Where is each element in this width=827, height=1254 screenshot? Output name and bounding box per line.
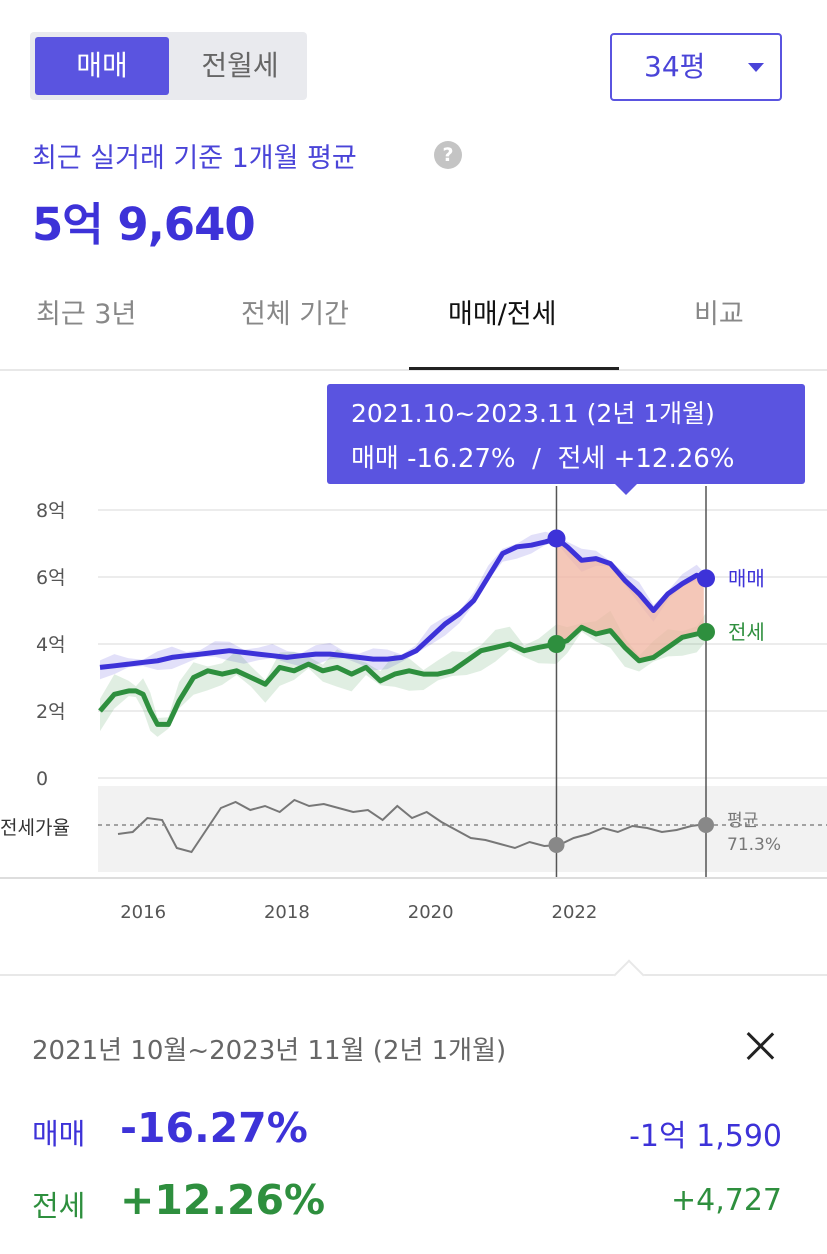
y-tick-label: 8억 (36, 500, 66, 522)
x-tick-label: 2022 (552, 902, 598, 923)
x-tick-label: 2018 (264, 902, 310, 923)
ratio-point-end (698, 817, 714, 833)
jeonse-price-line (98, 624, 707, 727)
tooltip-changes: 매매 -16.27% / 전세 +12.26% (351, 438, 735, 475)
range-point (697, 622, 715, 641)
average-price: 5억 9,640 (32, 198, 256, 251)
sale-price-line (99, 536, 707, 670)
tooltip-trade-change: -16.27% (407, 444, 516, 474)
range-point (547, 529, 566, 548)
ratio-average-label: 평균 (727, 811, 758, 831)
trade-option-sale[interactable]: 매매 (35, 37, 169, 95)
range-point (697, 569, 715, 588)
tooltip-arrow (615, 484, 637, 495)
close-icon[interactable] (742, 1028, 778, 1064)
average-caption: 최근 실거래 기준 1개월 평균 (32, 143, 357, 174)
y-tick-label: 2억 (36, 701, 66, 723)
trade-option-rent[interactable]: 전월세 (201, 49, 279, 82)
ratio-point-start (548, 837, 565, 853)
summary-jeonse-pct: +12.26% (120, 1176, 326, 1224)
help-icon[interactable]: ? (434, 141, 462, 169)
x-tick-label: 2020 (408, 902, 454, 923)
summary-divider (0, 974, 827, 976)
tooltip-period: 2021.10~2023.11 (2년 1개월) (351, 399, 715, 428)
summary-trade-pct: -16.27% (120, 1104, 308, 1152)
series-label-sale: 매매 (728, 566, 765, 590)
trade-type-toggle: 매매 전월세 (30, 32, 307, 100)
summary-jeonse-abs: +4,727 (670, 1183, 782, 1218)
ratio-line (117, 798, 707, 854)
tab-all-period[interactable]: 전체 기간 (241, 299, 349, 330)
summary-trade-abs: -1억 1,590 (629, 1119, 782, 1154)
y-tick-label: 6억 (36, 567, 66, 589)
ratio-label: 전세가율 (0, 817, 70, 839)
tooltip-separator: / (532, 444, 541, 474)
tab-compare[interactable]: 비교 (694, 299, 744, 330)
tab-divider (0, 369, 827, 371)
tab-sale-jeonse[interactable]: 매매/전세 (448, 299, 557, 330)
range-tooltip: 2021.10~2023.11 (2년 1개월) 매매 -16.27% / 전세… (327, 384, 805, 495)
series-band (100, 531, 706, 680)
tooltip-jeonse-change: +12.26% (613, 444, 735, 474)
tooltip-trade-label: 매매 (351, 444, 399, 474)
caret-down-icon (748, 63, 764, 72)
tab-recent-3y[interactable]: 최근 3년 (36, 299, 137, 330)
x-tick-label: 2016 (120, 902, 166, 923)
series-label-jeonse: 전세 (728, 620, 765, 644)
active-tab-underline (409, 367, 619, 370)
range-point (547, 635, 566, 653)
y-tick-label: 4억 (36, 634, 66, 656)
ratio-average-value: 71.3% (727, 835, 781, 855)
summary-trade-label: 매매 (32, 1117, 86, 1151)
tooltip-jeonse-label: 전세 (557, 444, 606, 474)
summary-period: 2021년 10월~2023년 11월 (2년 1개월) (32, 1036, 507, 1066)
y-tick-label: 0 (36, 768, 48, 790)
size-dropdown-value: 34평 (644, 50, 706, 83)
size-dropdown[interactable]: 34평 (610, 33, 782, 101)
summary-jeonse-label: 전세 (32, 1189, 86, 1223)
